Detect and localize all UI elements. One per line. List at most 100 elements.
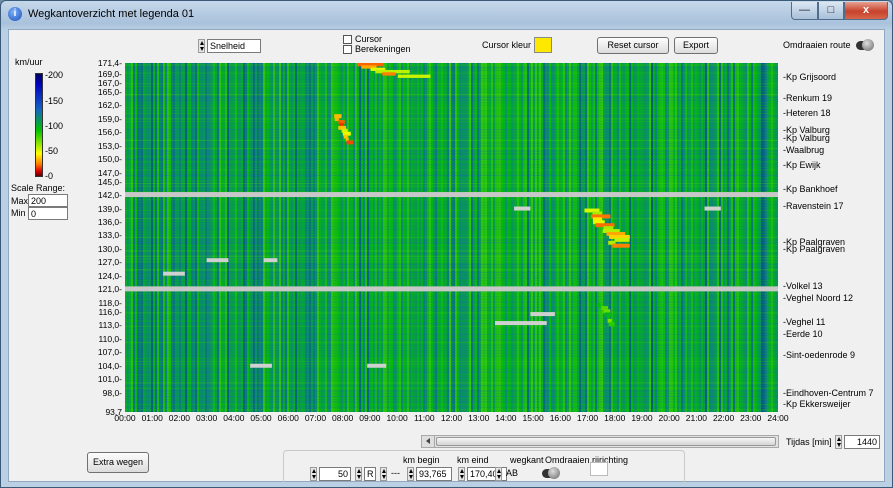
cursor-color-swatch[interactable] <box>534 37 552 53</box>
speed-stripe <box>673 63 675 412</box>
speed-stripe <box>727 63 729 412</box>
speed-band <box>125 341 778 344</box>
y-tick-label: 116,0- <box>98 306 122 317</box>
client-area: Snelheid Cursor Berekeningen Cursor kleu… <box>8 29 885 483</box>
scroll-left-arrow-icon[interactable] <box>422 436 435 447</box>
flip-route-toggle[interactable] <box>856 39 874 51</box>
max-input[interactable]: 200 <box>28 194 68 207</box>
speed-band <box>125 374 778 376</box>
y-tick-label: 156,0- <box>97 127 122 138</box>
congestion-cell <box>609 234 630 239</box>
speed-stripe <box>705 63 707 412</box>
title-bar[interactable]: i Wegkantoverzicht met legenda 01 — □ x <box>1 1 892 27</box>
speed-stripe <box>263 63 265 412</box>
calculations-checkbox[interactable] <box>343 45 352 54</box>
congestion-cell <box>345 137 349 142</box>
speed-stripe <box>573 63 575 412</box>
speed-band <box>125 323 778 325</box>
speed-heatmap[interactable] <box>125 63 778 412</box>
speed-stripe <box>691 63 693 412</box>
speed-stripe <box>429 63 431 412</box>
dash-spinner[interactable] <box>380 467 387 481</box>
congestion-cell <box>397 74 431 78</box>
speed-stripe <box>477 63 479 412</box>
congestion-cell <box>606 232 626 236</box>
speed-stripe <box>339 63 341 412</box>
time-scrollbar[interactable] <box>421 435 779 448</box>
speed-stripe <box>707 63 709 412</box>
speed-stripe <box>553 63 555 412</box>
speed-stripe <box>769 63 771 412</box>
speed-stripe <box>319 63 321 412</box>
measure-spinner[interactable] <box>198 39 205 53</box>
speed-stripe <box>391 63 393 412</box>
speed-stripe <box>177 63 179 412</box>
x-tick-label: 23:00 <box>740 413 762 423</box>
measure-field[interactable]: Snelheid <box>207 39 261 53</box>
speed-stripe <box>267 63 269 412</box>
speed-stripe <box>755 63 757 412</box>
speed-stripe <box>205 63 207 412</box>
cursor-checkbox[interactable] <box>343 35 352 44</box>
reset-cursor-button[interactable]: Reset cursor <box>597 37 669 54</box>
speed-band <box>125 115 778 117</box>
min-input[interactable]: 0 <box>28 207 68 220</box>
speed-stripe <box>255 63 257 412</box>
speed-stripe <box>537 63 539 412</box>
speed-stripe <box>393 63 395 412</box>
speed-band <box>125 126 778 128</box>
speed-stripe <box>211 63 213 412</box>
legend-tick: -100 <box>45 121 64 131</box>
count-spinner[interactable] <box>310 467 317 481</box>
flip-direction-box[interactable] <box>590 462 608 476</box>
flip-direction-toggle[interactable] <box>542 467 560 479</box>
speed-stripe <box>763 63 765 412</box>
speed-band <box>125 252 778 255</box>
congestion-event <box>334 114 354 145</box>
speed-band <box>125 209 778 212</box>
speed-band <box>125 199 778 201</box>
road-side-input[interactable]: AB <box>506 468 519 478</box>
close-button[interactable]: x <box>844 2 888 20</box>
speed-stripe <box>347 63 349 412</box>
speed-stripe <box>185 63 187 412</box>
congestion-event <box>357 63 431 78</box>
speed-stripe <box>483 63 485 412</box>
congestion-cell <box>614 237 630 242</box>
speed-stripe <box>535 63 537 412</box>
location-label: -Volkel 13 <box>783 281 823 292</box>
congestion-cell <box>334 117 339 122</box>
km-end-spinner[interactable] <box>458 467 465 481</box>
count-input[interactable]: 50 <box>319 467 351 481</box>
time-axis-spinner[interactable] <box>835 435 842 449</box>
export-button[interactable]: Export <box>674 37 718 54</box>
time-axis-input[interactable]: 1440 <box>844 435 880 449</box>
speed-stripe <box>731 63 733 412</box>
window-title: Wegkantoverzicht met legenda 01 <box>28 8 195 20</box>
km-begin-input[interactable]: 93,765 <box>416 467 452 481</box>
scroll-thumb[interactable] <box>436 437 776 446</box>
maximize-button[interactable]: □ <box>818 2 844 20</box>
speed-stripe <box>407 63 409 412</box>
y-tick-label: 121,0- <box>97 284 122 295</box>
y-tick-label: 150,0- <box>97 154 122 165</box>
congestion-cell <box>375 69 410 74</box>
speed-stripe <box>631 63 633 412</box>
km-begin-spinner[interactable] <box>407 467 414 481</box>
road-side-spinner[interactable] <box>495 467 502 481</box>
lane-spinner[interactable] <box>355 467 362 481</box>
speed-band <box>125 207 778 209</box>
speed-stripe <box>515 63 517 412</box>
speed-stripe <box>723 63 725 412</box>
speed-band <box>125 134 778 136</box>
dash-input[interactable]: --- <box>391 468 400 478</box>
speed-stripe <box>287 63 289 412</box>
y-tick-label: 159,0- <box>97 113 122 124</box>
extra-roads-button[interactable]: Extra wegen <box>87 452 149 473</box>
speed-stripe <box>581 63 583 412</box>
speed-stripe <box>325 63 327 412</box>
minimize-button[interactable]: — <box>791 2 818 20</box>
lane-input[interactable]: R <box>364 467 376 481</box>
y-tick-label: 169,0- <box>97 68 122 79</box>
